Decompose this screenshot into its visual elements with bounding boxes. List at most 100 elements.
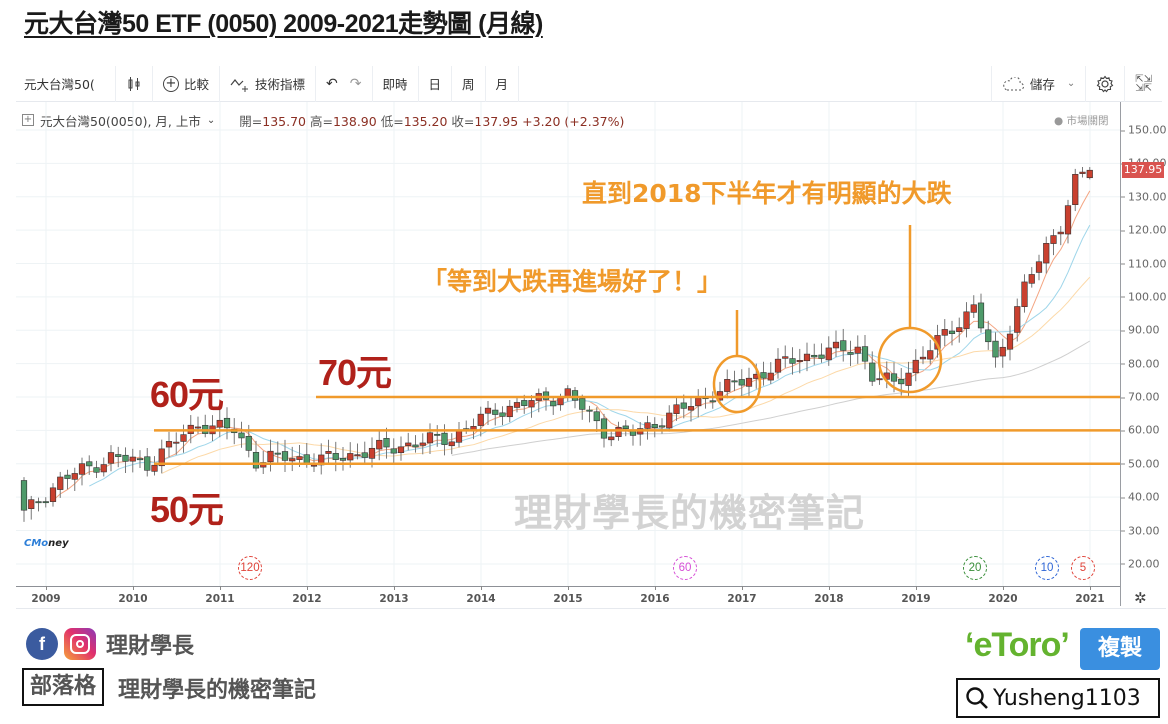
gear-icon — [1096, 75, 1114, 92]
level-50-label: 50元 — [150, 489, 224, 530]
candle — [956, 327, 963, 332]
ma-badge[interactable]: 10 — [1035, 556, 1059, 580]
candle — [890, 373, 898, 382]
year-label: 2016 — [640, 593, 670, 605]
price-tick-label: 120.00 — [1121, 223, 1167, 237]
candle — [818, 354, 825, 359]
candle — [622, 425, 629, 429]
candle — [709, 400, 716, 403]
social-links: f 理財學長 — [26, 628, 194, 660]
interval-label: 周 — [462, 77, 475, 92]
fullscreen-button[interactable]: ⇱⇲ ⇲⇱ — [1124, 65, 1162, 102]
candle — [492, 409, 499, 415]
compare-button[interactable]: + 比較 — [153, 65, 221, 102]
indicators-label: 技術指標 — [255, 77, 306, 92]
candle — [144, 456, 151, 471]
chevron-down-icon: ⌄ — [1066, 78, 1076, 89]
chevron-down-icon[interactable]: ⌄ — [206, 114, 216, 126]
candle — [919, 356, 927, 360]
candle — [506, 405, 513, 418]
open-label: 開= — [239, 113, 263, 129]
year-tick — [1003, 586, 1004, 590]
candle — [557, 397, 564, 406]
chart-pane[interactable] — [16, 102, 1120, 586]
candlestick-chart[interactable] — [16, 102, 1120, 586]
candle — [586, 409, 593, 412]
indicators-button[interactable]: 技術指標 — [220, 65, 317, 102]
candle — [760, 372, 767, 379]
candle — [651, 424, 658, 428]
candle — [267, 450, 274, 463]
open-value: 135.70 — [262, 113, 306, 129]
candle — [1043, 243, 1050, 264]
watermark: 理財學長的機密筆記 — [514, 491, 866, 535]
settings-button[interactable] — [1085, 65, 1124, 102]
level-60-label: 60元 — [150, 374, 224, 415]
candle — [405, 442, 412, 446]
instagram-icon[interactable] — [64, 628, 96, 660]
candle — [521, 400, 528, 406]
candle — [1057, 231, 1064, 235]
price-tick-label: 30.00 — [1121, 524, 1160, 538]
ma10-line — [89, 224, 1091, 487]
candle — [1035, 261, 1043, 273]
plus-circle-icon: + — [163, 75, 179, 92]
interval-realtime[interactable]: 即時 — [373, 65, 419, 102]
candle — [434, 433, 441, 436]
candle — [1072, 174, 1079, 205]
candle — [600, 418, 608, 439]
candle — [528, 400, 535, 408]
chart-type-button[interactable] — [116, 65, 153, 102]
ohlc-values: 開=135.70 高=138.90 低=135.20 收=137.95 +3.2… — [239, 111, 624, 130]
year-label: 2009 — [31, 593, 61, 605]
save-button[interactable]: 儲存 ⌄ — [990, 65, 1085, 102]
ma-badge[interactable]: 120 — [238, 556, 262, 580]
price-tick-label: 70.00 — [1121, 390, 1160, 404]
candle — [898, 378, 905, 385]
candle — [448, 441, 455, 447]
year-tick — [307, 586, 308, 590]
level-70-label: 70元 — [318, 352, 392, 393]
axis-settings-icon[interactable]: ✲ — [1134, 589, 1147, 607]
candle — [216, 419, 223, 428]
interval-day[interactable]: 日 — [419, 65, 453, 102]
redo-icon[interactable]: ↷ — [349, 75, 362, 92]
candle — [941, 329, 948, 336]
candle — [724, 379, 731, 392]
undo-icon[interactable]: ↶ — [326, 75, 338, 92]
candle — [970, 304, 977, 313]
candle — [383, 438, 390, 448]
time-axis[interactable]: 2009 2010 2011 2012 2013 2014 2015 2016 2017 2018… — [16, 586, 1120, 608]
candle — [948, 330, 956, 334]
price-axis[interactable]: 150.00140.00130.00120.00110.00100.0090.0… — [1120, 102, 1167, 606]
candle — [811, 354, 818, 358]
facebook-icon[interactable]: f — [26, 628, 58, 660]
candle — [854, 346, 861, 354]
candle — [782, 356, 789, 359]
candle — [100, 464, 107, 473]
interval-month[interactable]: 月 — [486, 65, 520, 102]
year-tick — [220, 586, 221, 590]
copy-button[interactable]: 複製 — [1080, 628, 1160, 670]
last-price-tag: 137.95 — [1122, 162, 1164, 179]
candle — [571, 390, 579, 401]
candle — [985, 329, 992, 343]
year-tick — [394, 586, 395, 590]
candle — [339, 458, 347, 461]
collapse-legend-icon[interactable]: + — [22, 114, 34, 126]
candle — [861, 346, 869, 362]
candle — [419, 442, 426, 446]
interval-week[interactable]: 周 — [452, 65, 486, 102]
ma-badge[interactable]: 60 — [673, 556, 697, 580]
year-label: 2017 — [727, 593, 757, 605]
undo-redo-group: ↶ ↷ — [316, 65, 373, 102]
candle — [1021, 281, 1028, 308]
fullscreen-icon: ⇱⇲ ⇲⇱ — [1135, 73, 1152, 94]
ma-badge[interactable]: 5 — [1071, 556, 1095, 580]
low-value: 135.20 — [403, 113, 448, 129]
ma-badge[interactable]: 20 — [963, 556, 987, 580]
candle — [57, 476, 64, 490]
price-tick-label: 100.00 — [1121, 290, 1167, 304]
legend-symbol[interactable]: 元大台灣50(0050), 月, 上市 — [40, 113, 201, 129]
symbol-search-button[interactable]: 元大台灣50( — [16, 65, 116, 102]
